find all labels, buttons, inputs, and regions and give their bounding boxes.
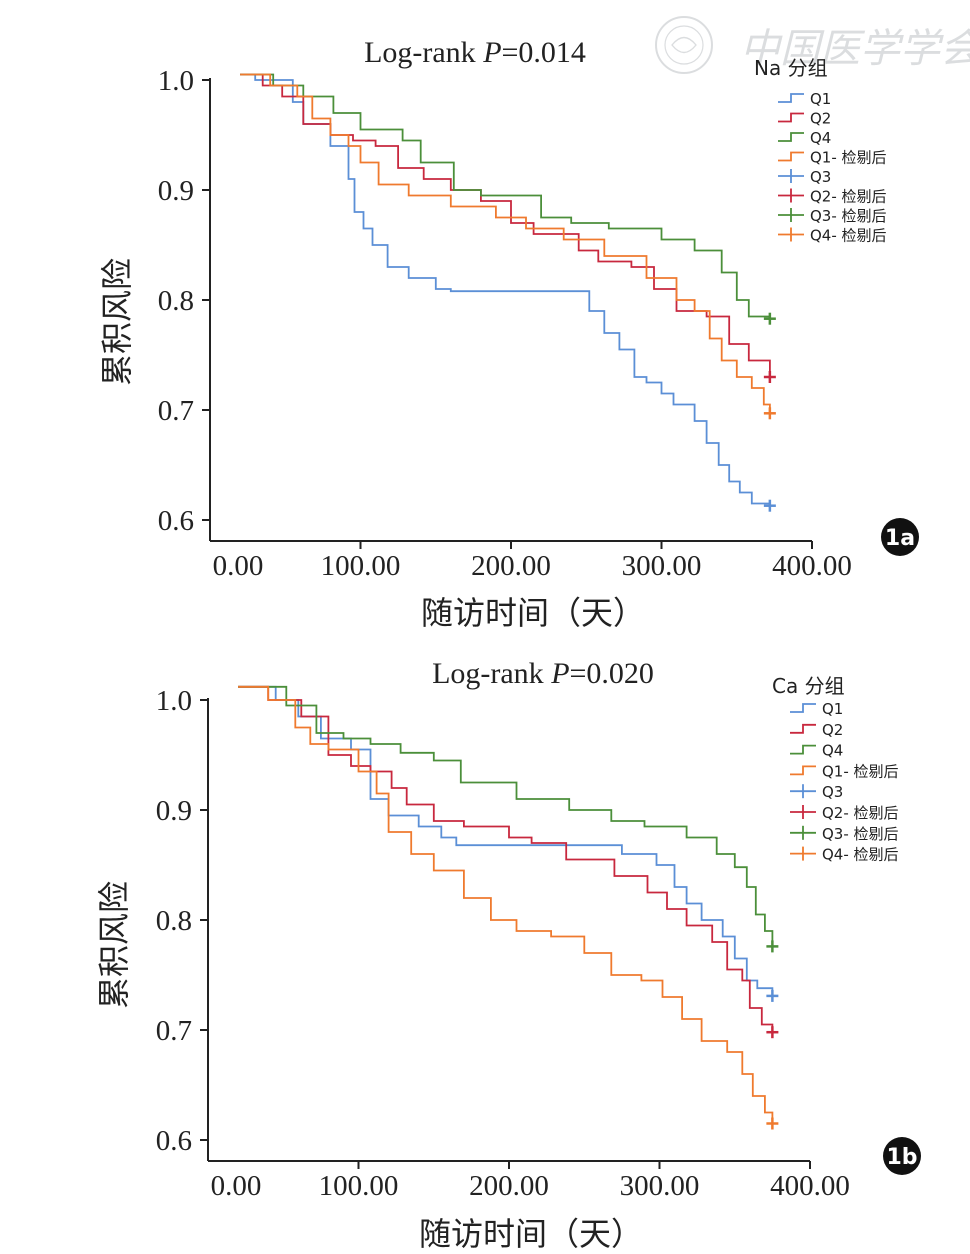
legend-item-a: Q3 bbox=[778, 168, 831, 186]
legend-label: Q2 bbox=[810, 110, 831, 128]
legend-item-a: Q1 bbox=[778, 90, 831, 108]
legend-label: Q3 bbox=[810, 168, 831, 186]
x-tick-label-a: 0.00 bbox=[213, 550, 264, 582]
censor-marker-q3-a bbox=[763, 312, 776, 325]
legend-label: Q2- 检剔后 bbox=[822, 804, 899, 822]
panel-badge-1b: 1b bbox=[883, 1137, 921, 1175]
censor-marker-q3-b bbox=[766, 940, 779, 953]
panel-badge-1a: 1a bbox=[881, 518, 919, 556]
x-tick-label-b: 0.00 bbox=[211, 1170, 262, 1202]
legend-step-icon bbox=[790, 723, 816, 734]
x-tick-label-a: 200.00 bbox=[471, 550, 551, 582]
legend-step-icon bbox=[778, 112, 804, 123]
censor-marker-q1-b bbox=[766, 989, 779, 1002]
series-line-q2-b bbox=[238, 685, 774, 1033]
series-line-q4-b bbox=[238, 685, 774, 1124]
legend-item-b: Q4 bbox=[790, 742, 843, 760]
legend-label: Q3- 检剔后 bbox=[810, 207, 887, 225]
x-tick-label-b: 400.00 bbox=[770, 1170, 850, 1202]
x-tick-label-a: 100.00 bbox=[321, 550, 401, 582]
chart-title-1b: Log-rank P=0.020 bbox=[432, 657, 654, 690]
y-tick-label-b: 0.8 bbox=[156, 905, 192, 937]
legend-step-icon bbox=[790, 765, 816, 776]
series-line-q1-a bbox=[240, 73, 771, 506]
watermark-seal-icon bbox=[655, 16, 713, 74]
y-tick-label-b: 0.7 bbox=[156, 1015, 192, 1047]
legend-label: Q3 bbox=[822, 783, 843, 801]
x-tick-label-a: 300.00 bbox=[622, 550, 702, 582]
legend-label: Q1 bbox=[810, 90, 831, 108]
legend-title-1a: Na 分组 bbox=[754, 56, 828, 80]
y-tick-label-a: 0.6 bbox=[158, 505, 194, 537]
legend-label: Q1 bbox=[822, 700, 843, 718]
legend-item-b: Q2- 检剔后 bbox=[790, 804, 899, 822]
censor-marker-q4-a bbox=[763, 407, 776, 420]
legend-item-a: Q1- 检剔后 bbox=[778, 149, 887, 167]
legend-item-b: Q3 bbox=[790, 783, 843, 801]
legend-step-icon bbox=[778, 151, 804, 162]
legend-item-a: Q2- 检剔后 bbox=[778, 188, 887, 206]
legend-label: Q3- 检剔后 bbox=[822, 825, 899, 843]
x-axis-label-1b: 随访时间（天） bbox=[419, 1215, 643, 1253]
censor-marker-q2-b bbox=[766, 1026, 779, 1039]
legend-step-icon bbox=[778, 93, 804, 103]
legend-label: Q4 bbox=[822, 742, 843, 760]
chart-panel-1b: Log-rank P=0.020 0.6 0.7 0.8 0.9 1.0 0.00 100… bbox=[95, 657, 921, 1253]
legend-label: Q2- 检剔后 bbox=[810, 188, 887, 206]
series-line-q3-a bbox=[240, 73, 771, 319]
legend-step-icon bbox=[790, 703, 816, 713]
y-tick-label-a: 0.7 bbox=[158, 395, 194, 427]
y-tick-label-b: 0.6 bbox=[156, 1125, 192, 1157]
legend-label: Q4 bbox=[810, 129, 831, 147]
x-tick-label-b: 300.00 bbox=[620, 1170, 700, 1202]
y-axis-label-1a: 累积风险 bbox=[98, 258, 136, 386]
legend-label: Q4- 检剔后 bbox=[810, 227, 887, 245]
series-line-q4-a bbox=[240, 73, 771, 414]
watermark: 中国医学学会 bbox=[655, 16, 970, 74]
svg-text:1a: 1a bbox=[885, 526, 915, 551]
watermark-text: 中国医学学会 bbox=[740, 26, 970, 72]
y-tick-label-b: 0.9 bbox=[156, 795, 192, 827]
svg-text:1b: 1b bbox=[886, 1145, 917, 1170]
x-tick-label-b: 200.00 bbox=[469, 1170, 549, 1202]
legend-item-a: Q4- 检剔后 bbox=[778, 227, 887, 245]
y-tick-label-a: 0.9 bbox=[158, 175, 194, 207]
y-tick-label-b: 1.0 bbox=[156, 685, 192, 717]
legend-title-1b: Ca 分组 bbox=[772, 674, 845, 698]
legend-item-a: Q3- 检剔后 bbox=[778, 207, 887, 225]
x-tick-label-a: 400.00 bbox=[772, 550, 852, 582]
legend-item-b: Q3- 检剔后 bbox=[790, 825, 899, 843]
legend-item-b: Q1- 检剔后 bbox=[790, 762, 899, 780]
censor-marker-q2-a bbox=[763, 371, 776, 383]
censor-marker-q4-b bbox=[766, 1117, 779, 1130]
series-line-q1-b bbox=[238, 685, 774, 996]
legend-label: Q2 bbox=[822, 721, 843, 739]
legend-item-b: Q4- 检剔后 bbox=[790, 846, 899, 864]
x-tick-label-b: 100.00 bbox=[319, 1170, 399, 1202]
chart-panel-1a: Log-rank P=0.014 0.6 0.7 0.8 0.9 1.0 0.00 100… bbox=[98, 36, 919, 632]
y-tick-label-a: 0.8 bbox=[158, 285, 194, 317]
legend-item-a: Q4 bbox=[778, 129, 831, 147]
legend-item-a: Q2 bbox=[778, 110, 831, 128]
series-line-q2-a bbox=[240, 73, 771, 377]
legend-item-b: Q1 bbox=[790, 700, 843, 718]
censor-marker-q1-a bbox=[763, 499, 776, 512]
x-axis-label-1a: 随访时间（天） bbox=[421, 594, 645, 632]
legend-step-icon bbox=[790, 744, 816, 755]
legend-label: Q1- 检剔后 bbox=[822, 762, 899, 780]
legend-item-b: Q2 bbox=[790, 721, 843, 739]
series-line-q3-b bbox=[238, 685, 774, 947]
chart-title-1a: Log-rank P=0.014 bbox=[364, 36, 586, 69]
y-axis-label-1b: 累积风险 bbox=[95, 881, 133, 1009]
y-tick-label-a: 1.0 bbox=[158, 65, 194, 97]
legend-label: Q4- 检剔后 bbox=[822, 846, 899, 864]
legend-step-icon bbox=[778, 132, 804, 142]
legend-label: Q1- 检剔后 bbox=[810, 149, 887, 167]
legend-1b: Ca 分组 Q1 Q2 Q4 Q1- 检剔后 Q3 Q2- 检剔后 Q3- 检剔后 Q4- 检… bbox=[772, 674, 899, 864]
